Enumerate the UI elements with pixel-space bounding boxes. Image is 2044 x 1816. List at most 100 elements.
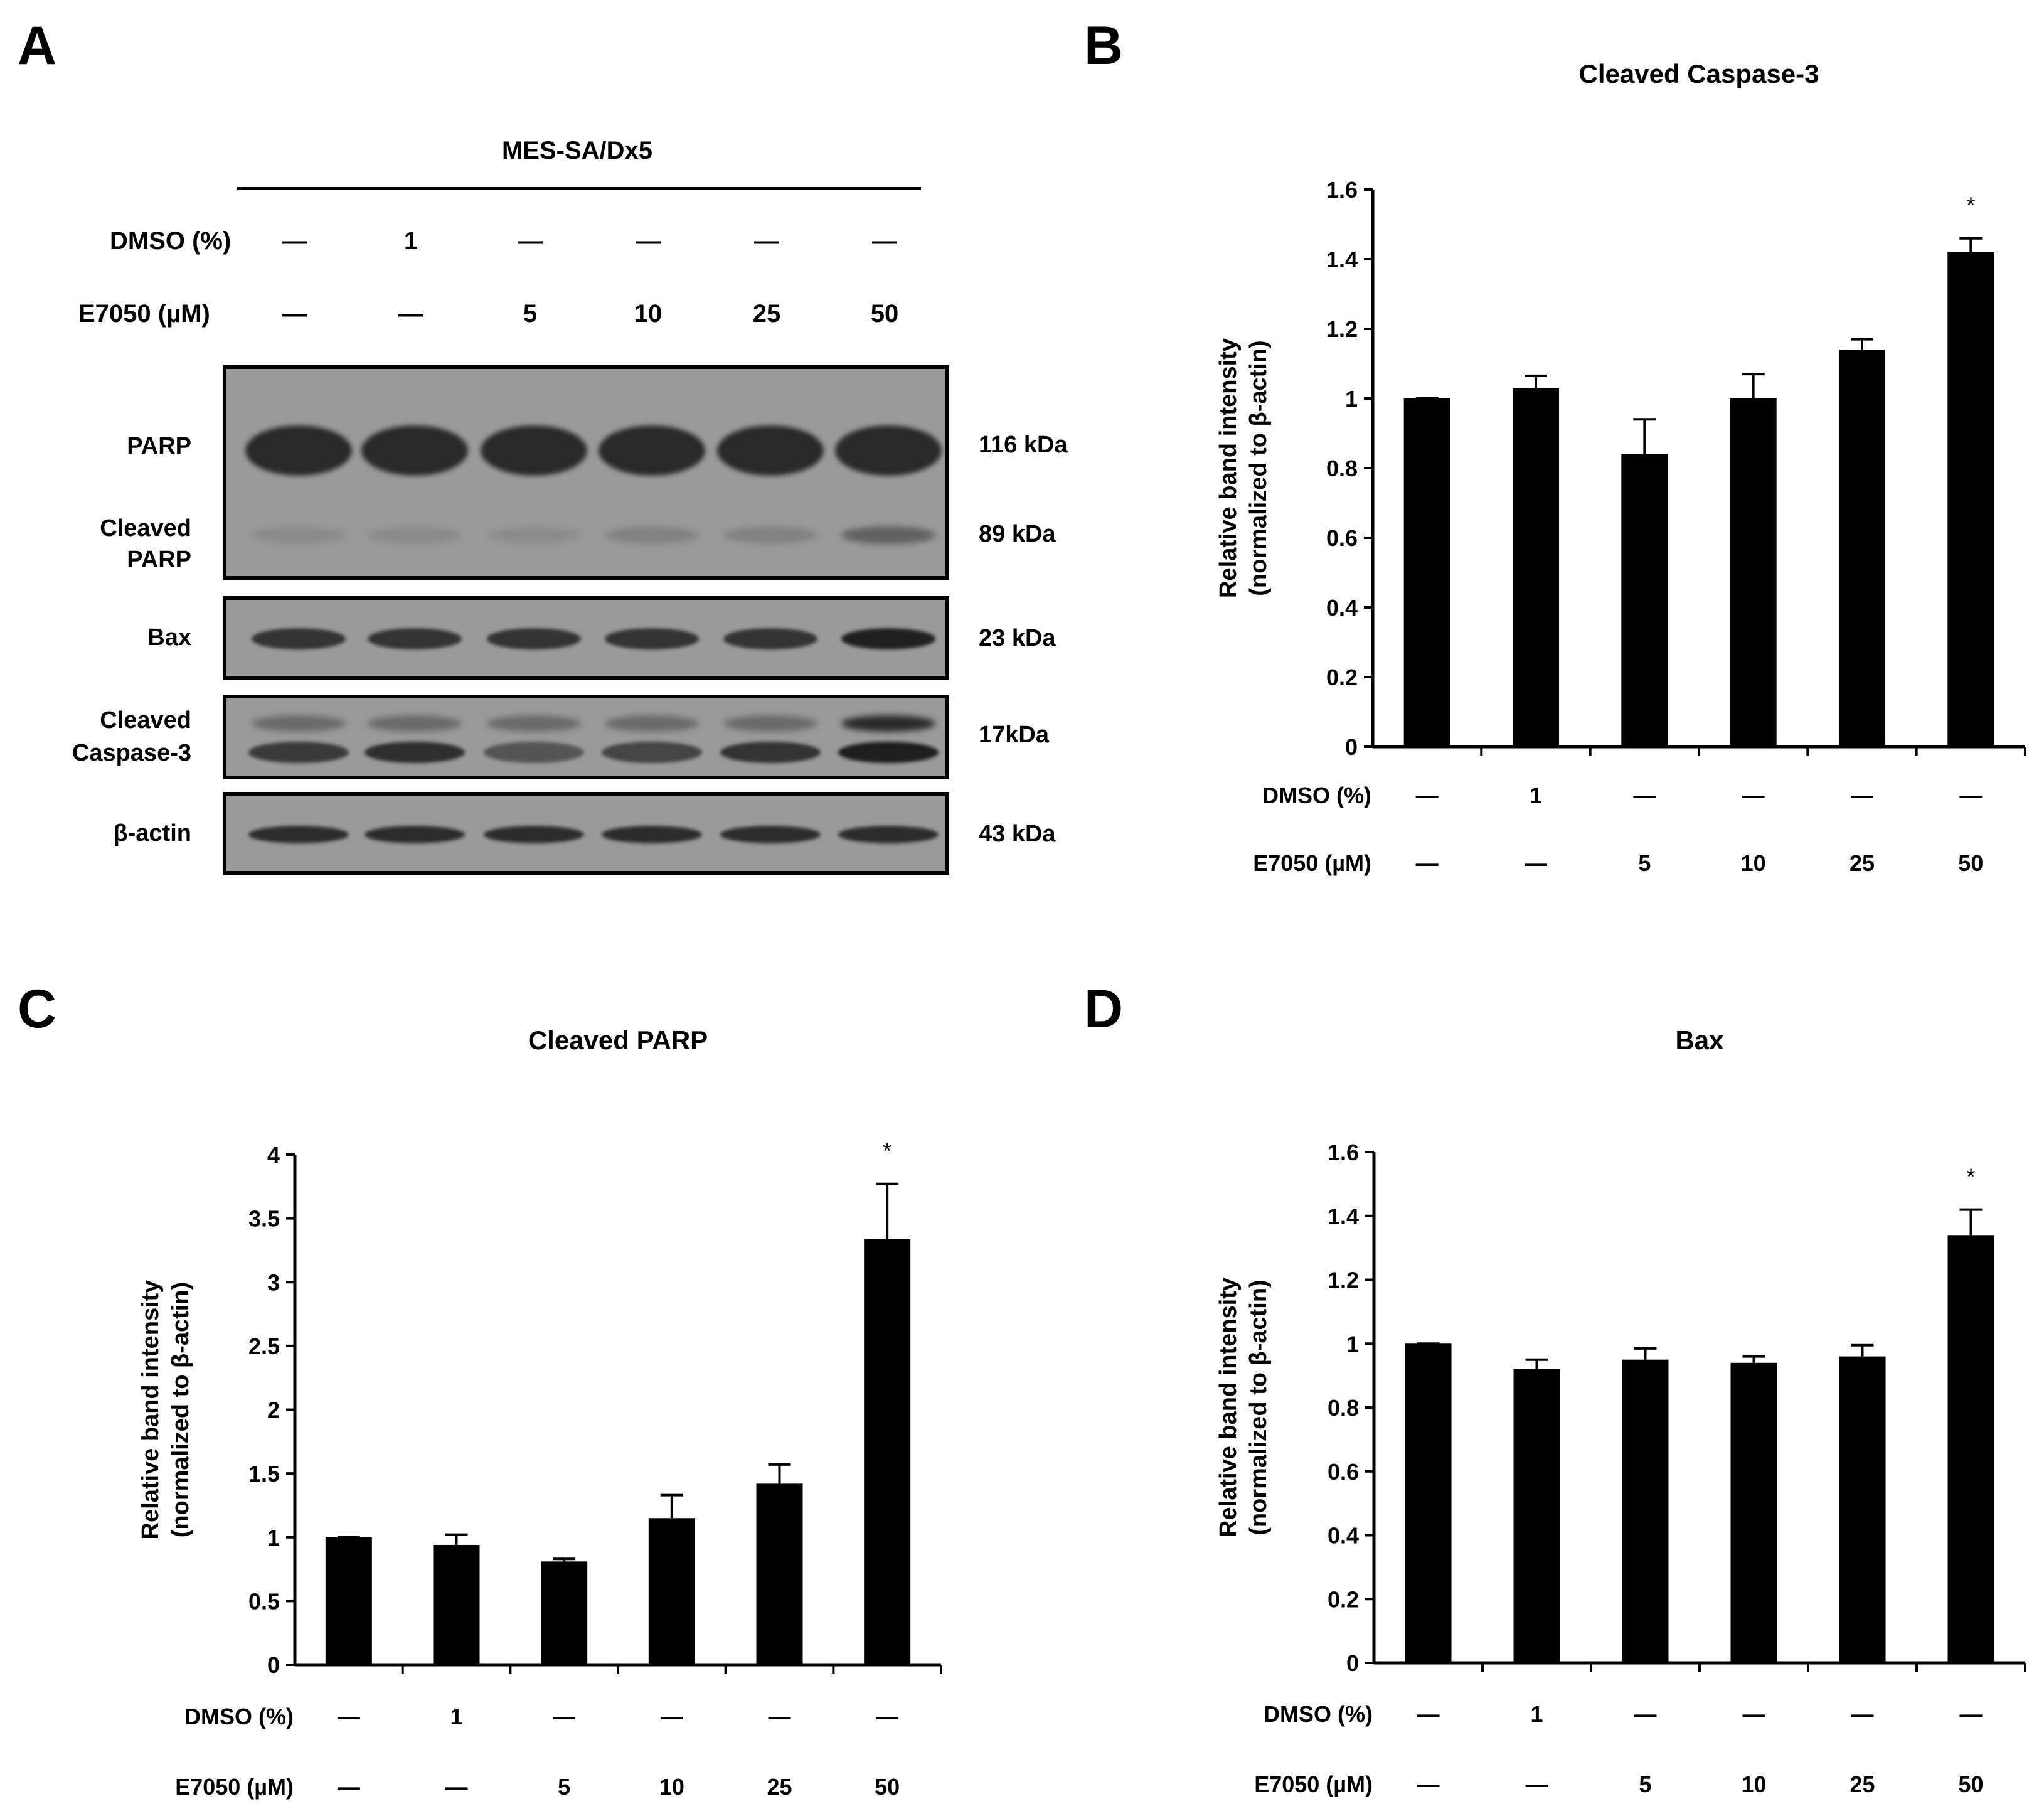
chart-cleaved-parp: Cleaved PARP Relative band intensity (norm… [137, 1025, 942, 1800]
y-tick-label: 1 [1346, 1331, 1359, 1357]
y-tick-label: 1.5 [248, 1461, 280, 1487]
blot-e7050-lane-4: 10 [634, 300, 663, 328]
e7050-value-1: — [1416, 850, 1439, 876]
bar-2 [1513, 388, 1559, 747]
bar-4 [648, 1518, 695, 1665]
e7050-value-3: 5 [558, 1774, 570, 1800]
dmso-value-2: 1 [1530, 782, 1542, 808]
band-cleaved-caspase3-lane-1 [248, 742, 349, 763]
y-tick-label: 0.8 [1328, 1395, 1359, 1421]
bar-4 [1730, 398, 1777, 747]
e7050-row-label: E7050 (µM) [175, 1774, 294, 1800]
significance-marker-6: * [883, 1138, 892, 1164]
band-caspase3-upper-lane-6 [841, 715, 935, 732]
y-tick-label: 3.5 [248, 1206, 280, 1232]
bar-5 [1839, 350, 1885, 747]
band-parp-lane-5 [717, 425, 824, 476]
bar-5 [1839, 1356, 1886, 1663]
band-caspase3-upper-lane-2 [368, 715, 462, 732]
blot-e7050-lane-1: — [282, 300, 307, 328]
e7050-value-5: 25 [1850, 1771, 1875, 1797]
dmso-value-5: — [769, 1704, 791, 1729]
bar-6 [1947, 252, 1994, 747]
band-bax-lane-3 [487, 628, 581, 649]
dmso-value-2: 1 [1530, 1701, 1543, 1727]
size-beta-actin: 43 kDa [979, 821, 1056, 847]
panel-letter-a: A [18, 16, 57, 76]
label-cleaved-parp-line2: PARP [127, 547, 191, 573]
band-caspase3-upper-lane-5 [723, 715, 817, 732]
bar-1 [1403, 398, 1450, 747]
e7050-value-4: 10 [659, 1774, 684, 1800]
y-tick-label: 0 [1346, 1650, 1359, 1676]
e7050-value-6: 50 [1958, 1771, 1983, 1797]
band-bax-lane-6 [841, 628, 935, 649]
y-tick-label: 0.4 [1328, 1523, 1359, 1549]
band-cleaved-caspase3-lane-6 [838, 742, 939, 763]
significance-marker-6: * [1966, 1164, 1975, 1190]
band-beta-actin-lane-3 [484, 826, 584, 843]
band-parp-lane-6 [835, 425, 942, 476]
y-tick-label: 2 [267, 1397, 280, 1423]
blot-dmso-lane-5: — [754, 227, 779, 255]
panel-letter-c: C [18, 979, 57, 1039]
size-parp: 116 kDa [979, 432, 1068, 458]
blot-dmso-lane-4: — [636, 227, 661, 255]
bar-6 [864, 1239, 911, 1665]
size-cleaved-caspase3: 17kDa [979, 722, 1049, 748]
band-parp-lane-3 [481, 425, 587, 476]
chart-bax: Bax Relative band intensity (normalized to… [1215, 1025, 2026, 1797]
blot-e7050-lane-3: 5 [523, 300, 538, 328]
chart-title: Cleaved PARP [528, 1025, 708, 1055]
blot-dmso-lane-6: — [872, 227, 897, 255]
y-tick-label: 0.2 [1326, 665, 1358, 690]
band-cleaved-parp-lane-3 [487, 526, 581, 544]
label-cleaved-parp-line1: Cleaved [100, 515, 191, 542]
y-tick-label: 0 [267, 1652, 280, 1678]
chart-title: Bax [1675, 1025, 1724, 1055]
label-beta-actin: β-actin [113, 820, 191, 847]
band-parp-lane-2 [361, 425, 468, 476]
panel-letter-d: D [1084, 979, 1124, 1039]
y-axis-label: Relative band intensity (normalized to β-… [1215, 1278, 1272, 1537]
y-axis-label-line2: (normalized to β-actin) [168, 1282, 194, 1537]
dmso-value-1: — [338, 1704, 360, 1729]
y-tick-label: 1.4 [1328, 1204, 1359, 1229]
bar-3 [1621, 454, 1668, 747]
e7050-value-6: 50 [1958, 850, 1983, 876]
significance-marker-6: * [1966, 193, 1975, 218]
bar-2 [433, 1544, 480, 1665]
y-tick-label: 1 [1345, 386, 1358, 412]
dmso-row-label: DMSO (%) [184, 1704, 294, 1729]
y-axis-label: Relative band intensity (normalized to β-… [1215, 338, 1272, 598]
chart-title: Cleaved Caspase-3 [1579, 59, 1819, 88]
blot-dmso-label: DMSO (%) [110, 227, 232, 255]
band-cleaved-parp-lane-1 [252, 526, 346, 544]
y-tick-label: 1.4 [1326, 247, 1358, 272]
dmso-value-3: — [1633, 782, 1656, 808]
blot-e7050-lane-2: — [398, 300, 423, 328]
y-tick-label: 1.2 [1326, 316, 1358, 342]
dmso-value-1: — [1416, 782, 1439, 808]
y-axis-label-line2: (normalized to β-actin) [1245, 340, 1272, 596]
y-tick-label: 0.6 [1328, 1459, 1359, 1485]
e7050-value-1: — [338, 1774, 360, 1800]
y-tick-label: 0.5 [248, 1588, 280, 1614]
band-cleaved-parp-lane-6 [841, 526, 935, 544]
band-caspase3-upper-lane-4 [605, 715, 699, 732]
dmso-value-4: — [1743, 1701, 1765, 1727]
bar-3 [1622, 1359, 1669, 1663]
dmso-value-1: — [1417, 1701, 1440, 1727]
size-cleaved-parp: 89 kDa [979, 521, 1056, 547]
y-tick-label: 0.4 [1326, 595, 1358, 621]
dmso-value-4: — [661, 1704, 683, 1729]
band-bax-lane-5 [723, 628, 817, 649]
band-cleaved-caspase3-lane-3 [484, 742, 584, 763]
label-parp: PARP [127, 433, 191, 459]
e7050-value-2: — [1526, 1771, 1548, 1797]
y-axis-label-line1: Relative band intensity [137, 1280, 164, 1540]
y-axis-label-line2: (normalized to β-actin) [1245, 1279, 1272, 1535]
e7050-row-label: E7050 (µM) [1253, 850, 1371, 876]
blot-beta-actin [223, 792, 949, 875]
dmso-value-6: — [1960, 1701, 1983, 1727]
